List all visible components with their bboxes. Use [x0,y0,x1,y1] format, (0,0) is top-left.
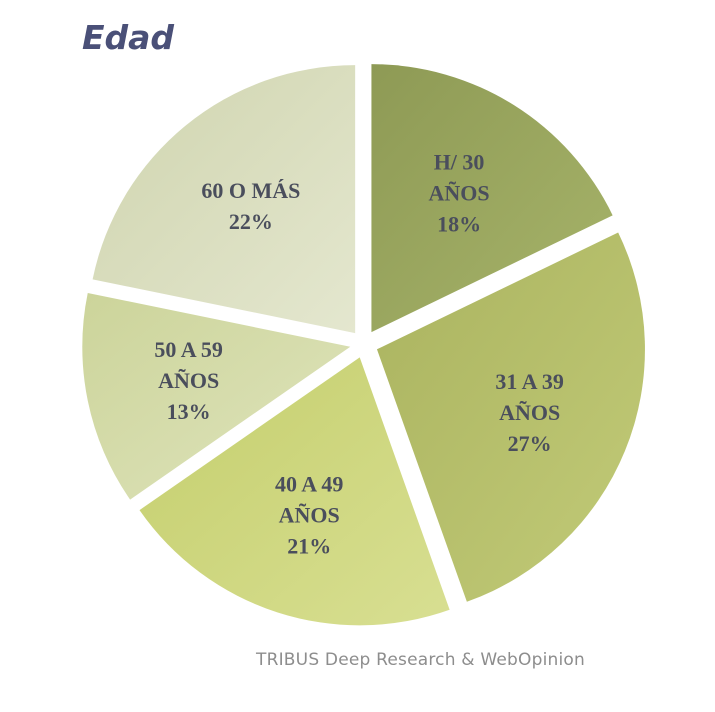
pie-label-60-o-más: 60 O MÁS 22% [201,178,300,234]
pie-slices [82,64,645,626]
chart-title: Edad [82,18,175,57]
pie-label-50-a-59-años: 50 A 59 AÑOS 13% [154,337,222,424]
pie-slice-h-30-años [371,64,613,333]
pie-label-40-a-49-años: 40 A 49 AÑOS 21% [275,471,343,558]
pie-slice-60-o-más [92,65,356,334]
pie-slice-31-a-39-años [376,232,645,602]
pie-slice-40-a-49-años [139,357,450,626]
pie-label-h-30-años: H/ 30 AÑOS 18% [429,149,490,236]
pie-label-31-a-39-años: 31 A 39 AÑOS 27% [495,369,563,456]
pie-labels: H/ 30 AÑOS 18% 31 A 39 AÑOS 27% 40 A 49 AÑOS 21%… [154,149,563,558]
pie-slice-50-a-59-años [82,292,351,500]
source-credit: TRIBUS Deep Research & WebOpinion [256,650,585,670]
